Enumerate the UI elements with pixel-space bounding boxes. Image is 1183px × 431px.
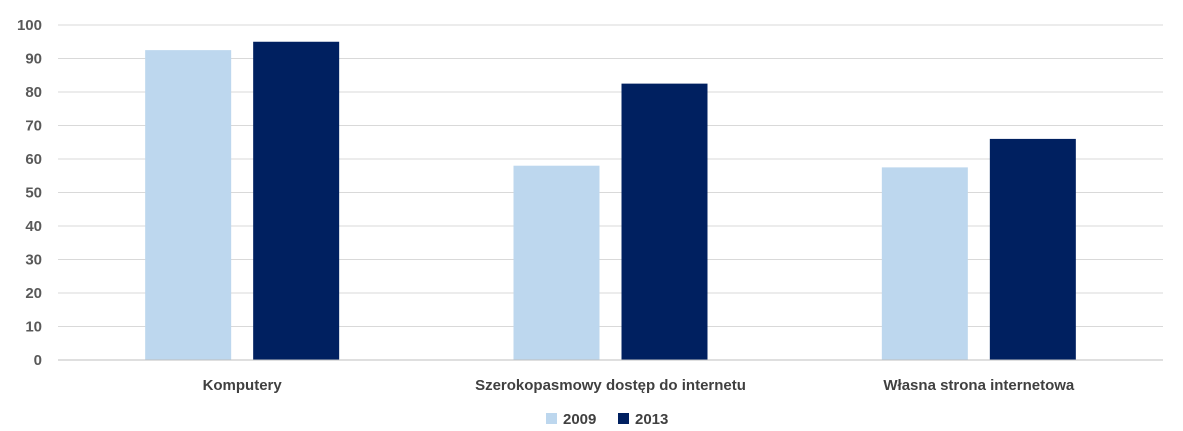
- legend-label: 2009: [563, 411, 596, 428]
- bars: [145, 41, 1076, 360]
- x-category-label: Szerokopasmowy dostęp do internetu: [475, 377, 746, 394]
- legend-label: 2013: [635, 411, 668, 428]
- y-tick-label: 50: [25, 185, 42, 202]
- legend-swatch-2013: [618, 413, 629, 424]
- x-axis-category-labels: Komputery Szerokopasmowy dostęp do intern…: [203, 377, 1075, 394]
- bar-2013-3: [989, 138, 1076, 360]
- y-tick-label: 30: [25, 252, 42, 269]
- y-tick-label: 80: [25, 84, 42, 101]
- y-tick-label: 60: [25, 151, 42, 168]
- bar-2009-3: [881, 167, 968, 360]
- legend: 2009 2013: [546, 411, 668, 428]
- y-tick-label: 10: [25, 319, 42, 336]
- x-category-label: Komputery: [203, 377, 283, 394]
- y-tick-label: 0: [34, 352, 42, 369]
- bar-2013-1: [253, 41, 340, 360]
- y-axis-tick-labels: 0 10 20 30 40 50 60 70 80 90 100: [17, 17, 42, 369]
- y-tick-label: 90: [25, 51, 42, 68]
- bar-2009-2: [513, 165, 600, 360]
- bar-2013-2: [621, 83, 708, 360]
- gridlines: [58, 24, 1163, 327]
- y-tick-label: 40: [25, 218, 42, 235]
- x-category-label: Własna strona internetowa: [883, 377, 1075, 394]
- y-tick-label: 70: [25, 118, 42, 135]
- y-tick-label: 20: [25, 285, 42, 302]
- y-tick-label: 100: [17, 17, 42, 34]
- bar-2009-1: [145, 50, 232, 360]
- legend-swatch-2009: [546, 413, 557, 424]
